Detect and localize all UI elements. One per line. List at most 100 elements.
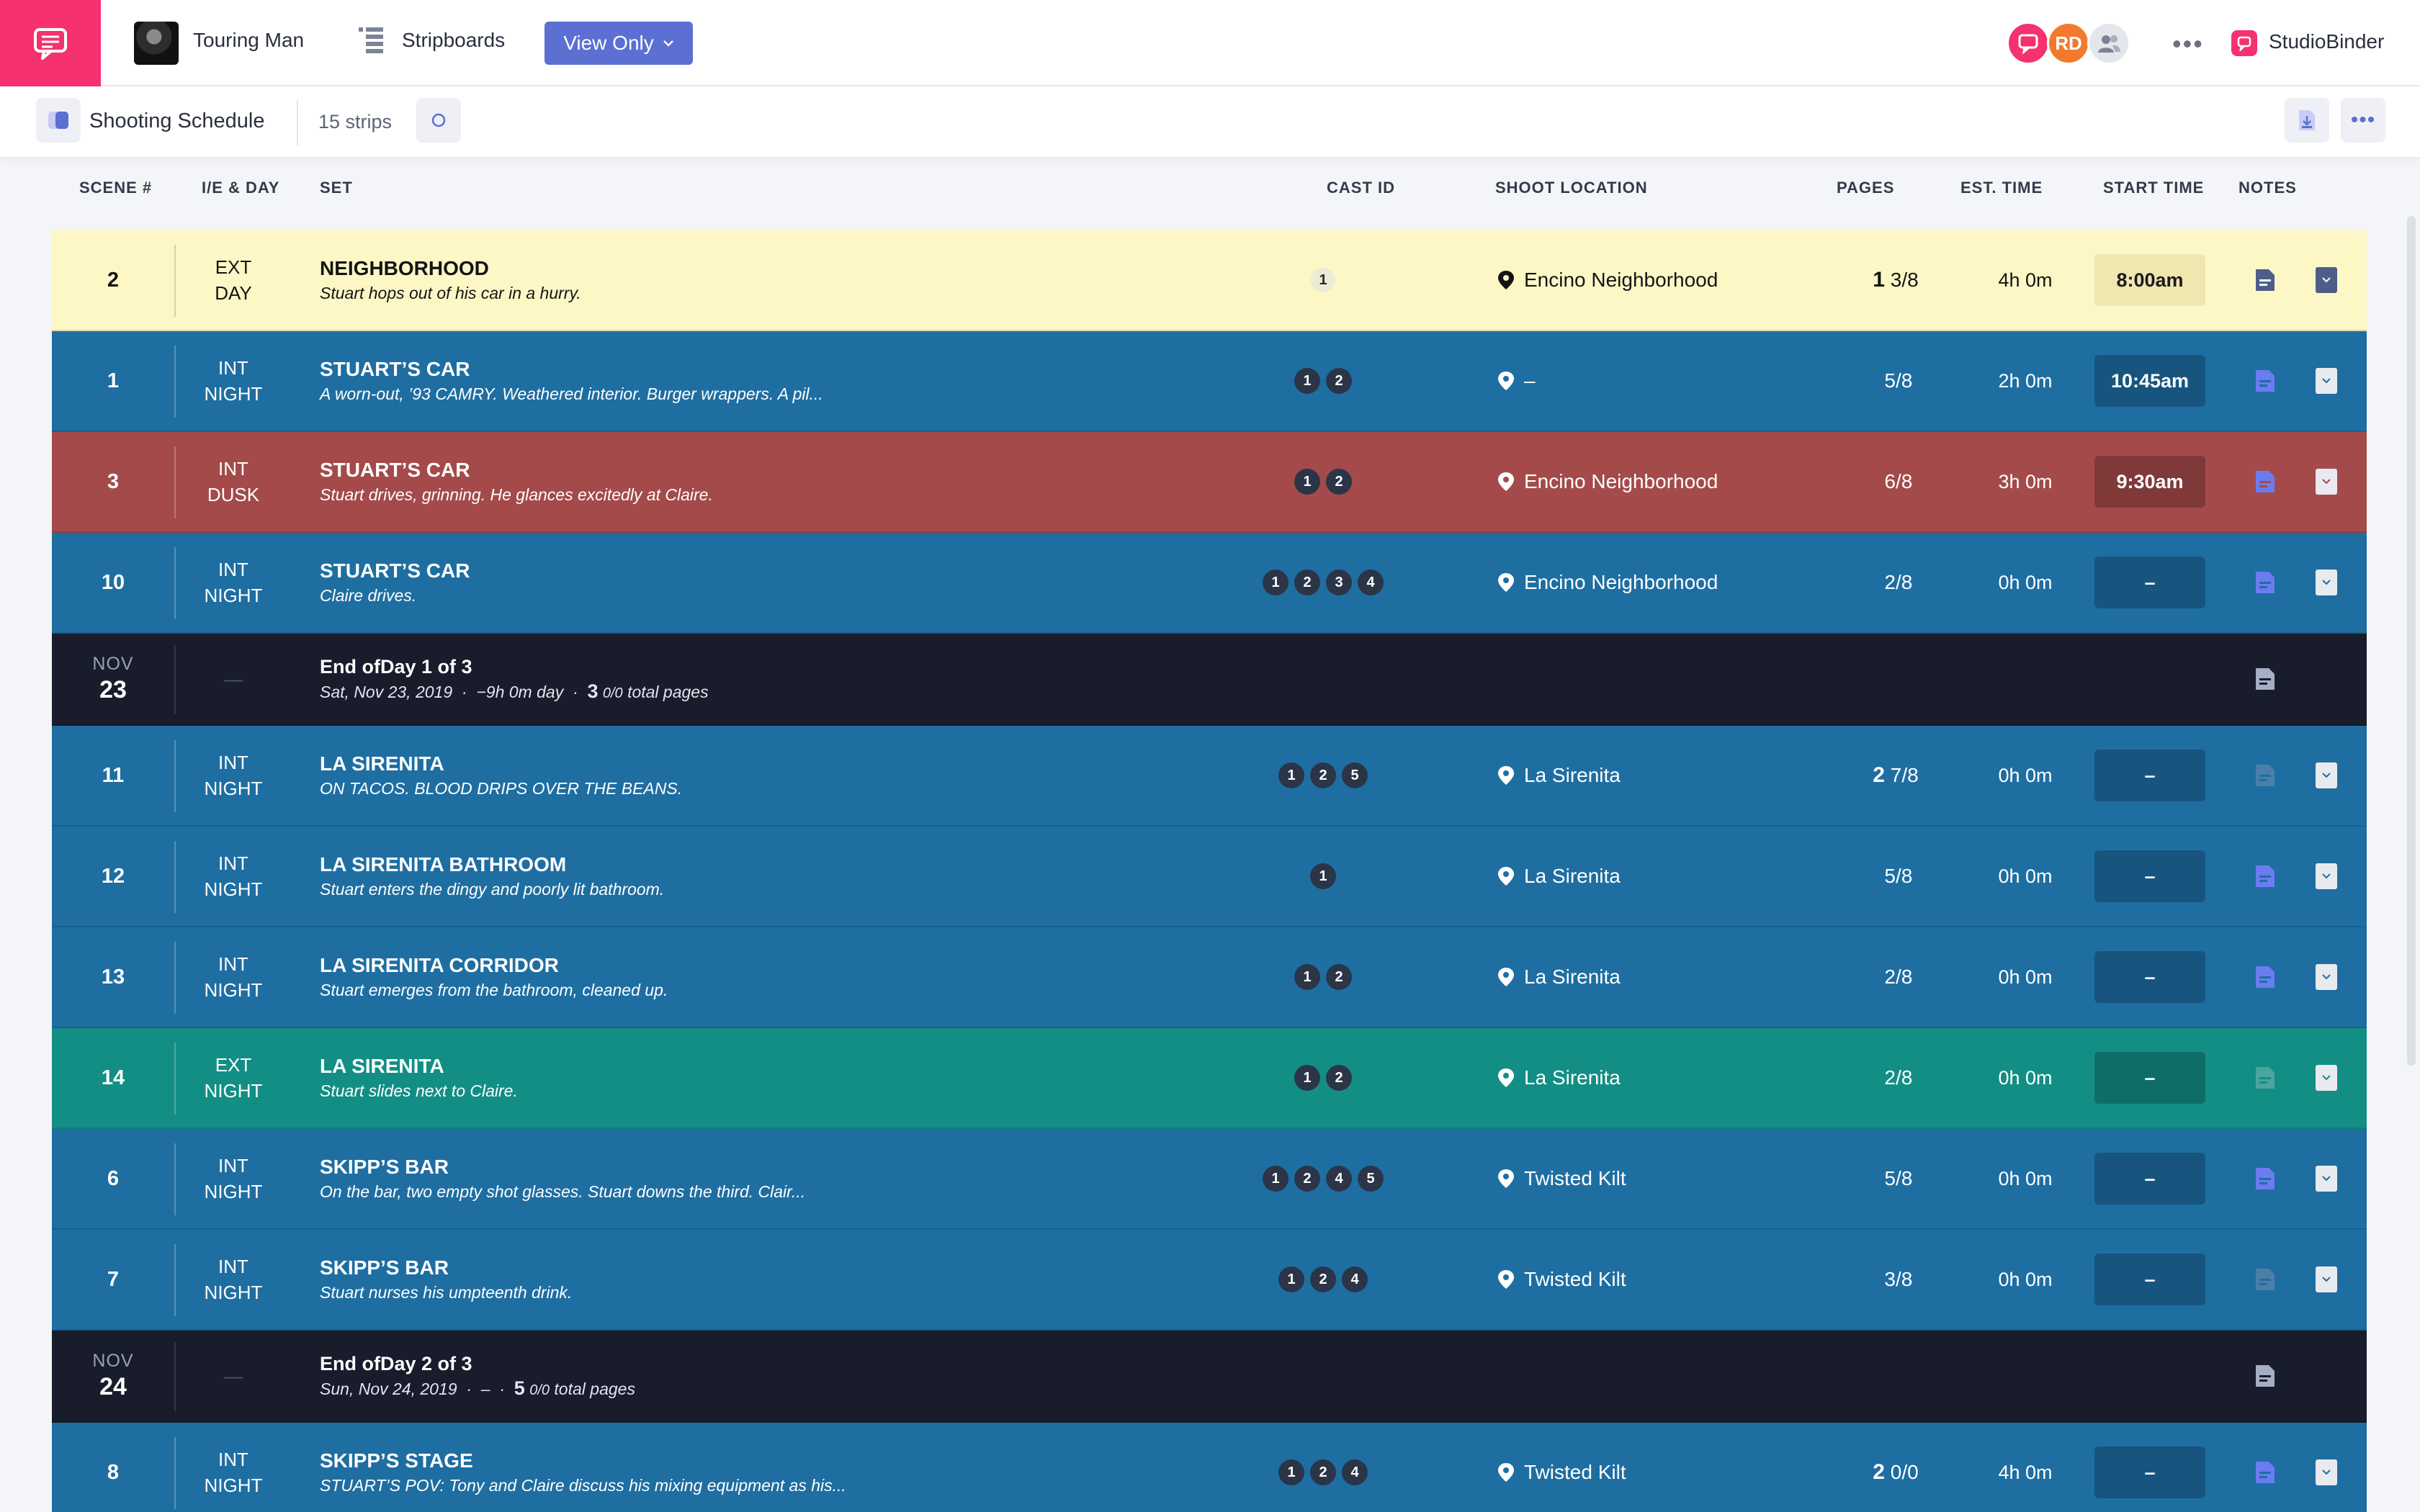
note-icon[interactable] xyxy=(2254,1066,2276,1090)
strip-menu-button[interactable] xyxy=(2316,469,2337,495)
strip-menu-button[interactable] xyxy=(2316,863,2337,889)
start-time[interactable]: – xyxy=(2094,951,2205,1003)
strip-menu-button[interactable] xyxy=(2316,1459,2337,1485)
note-icon[interactable] xyxy=(2254,1267,2276,1292)
cast-badge[interactable]: 2 xyxy=(1294,1166,1320,1192)
cast-badge[interactable]: 1 xyxy=(1294,1065,1320,1091)
strip-row[interactable]: 12 INT NIGHT LA SIRENITA BATHROOM Stuart e… xyxy=(52,827,2367,927)
strip-menu-button[interactable] xyxy=(2316,1166,2337,1192)
start-time[interactable]: 9:30am xyxy=(2094,456,2205,508)
project-name[interactable]: Touring Man xyxy=(193,29,305,51)
avatar-chat[interactable] xyxy=(2007,22,2050,65)
start-time[interactable]: – xyxy=(2094,1446,2205,1498)
cast-badge[interactable]: 1 xyxy=(1278,1266,1304,1292)
cast-badge[interactable]: 2 xyxy=(1326,1065,1352,1091)
strip-row[interactable]: 2 EXT DAY NEIGHBORHOOD Stuart hops out of … xyxy=(52,230,2367,331)
start-time[interactable]: – xyxy=(2094,1153,2205,1205)
export-pdf-button[interactable] xyxy=(2285,98,2329,143)
avatar-rd[interactable]: RD xyxy=(2047,22,2090,65)
start-time[interactable]: 10:45am xyxy=(2094,355,2205,407)
vertical-scrollbar[interactable] xyxy=(2407,216,2416,1066)
cast-badge[interactable]: 2 xyxy=(1310,762,1336,788)
schedule-more-button[interactable]: ••• xyxy=(2341,98,2385,143)
view-mode-dropdown[interactable]: View Only xyxy=(544,22,693,65)
cast-badge[interactable]: 1 xyxy=(1294,469,1320,495)
note-icon[interactable] xyxy=(2254,864,2276,888)
note-icon[interactable] xyxy=(2254,667,2276,691)
strip-menu-button[interactable] xyxy=(2316,964,2337,990)
note-icon[interactable] xyxy=(2254,369,2276,393)
strip-row[interactable]: 6 INT NIGHT SKIPP’S BAR On the bar, two em… xyxy=(52,1129,2367,1230)
note-icon[interactable] xyxy=(2254,469,2276,494)
strip-row[interactable]: 11 INT NIGHT LA SIRENITA ON TACOS. BLOOD D… xyxy=(52,726,2367,827)
cast-badge[interactable]: 2 xyxy=(1326,469,1352,495)
cast-badge[interactable]: 5 xyxy=(1342,762,1368,788)
col-header-est-time[interactable]: EST. TIME xyxy=(1960,179,2043,197)
cast-badge[interactable]: 1 xyxy=(1310,863,1336,889)
strip-row[interactable]: 3 INT DUSK STUART’S CAR Stuart drives, gri… xyxy=(52,432,2367,533)
cast-badge[interactable]: 2 xyxy=(1310,1459,1336,1485)
strip-row[interactable]: 8 INT NIGHT SKIPP’S STAGE STUART’S POV: To… xyxy=(52,1423,2367,1512)
cast-badge[interactable]: 4 xyxy=(1358,570,1384,595)
note-icon[interactable] xyxy=(2254,268,2276,292)
col-header-notes[interactable]: NOTES xyxy=(2238,179,2297,197)
toggle-sidebar-button[interactable] xyxy=(36,98,81,143)
col-header-start-time[interactable]: START TIME xyxy=(2103,179,2205,197)
strip-row[interactable]: 10 INT NIGHT STUART’S CAR Claire drives. 1… xyxy=(52,533,2367,634)
cast-badge[interactable]: 1 xyxy=(1294,368,1320,394)
strip-menu-button[interactable] xyxy=(2316,1065,2337,1091)
cast-badge[interactable]: 1 xyxy=(1278,762,1304,788)
cast-badge[interactable]: 4 xyxy=(1342,1266,1368,1292)
end-of-day-banner[interactable]: NOV 24 — End ofDay 2 of 3 Sun, Nov 24, 20… xyxy=(52,1331,2367,1423)
col-header-ie-day[interactable]: I/E & DAY xyxy=(202,179,280,197)
end-of-day-banner[interactable]: NOV 23 — End ofDay 1 of 3 Sat, Nov 23, 20… xyxy=(52,634,2367,726)
start-time[interactable]: – xyxy=(2094,557,2205,608)
start-time[interactable]: – xyxy=(2094,1254,2205,1305)
col-header-scene[interactable]: SCENE # xyxy=(79,179,153,197)
cast-badge[interactable]: 2 xyxy=(1310,1266,1336,1292)
col-header-pages[interactable]: PAGES xyxy=(1837,179,1895,197)
avatar-team[interactable] xyxy=(2087,22,2130,65)
start-time[interactable]: – xyxy=(2094,850,2205,902)
col-header-cast-id[interactable]: CAST ID xyxy=(1327,179,1395,197)
col-header-set[interactable]: SET xyxy=(320,179,353,197)
filter-button[interactable] xyxy=(416,98,461,143)
note-icon[interactable] xyxy=(2254,570,2276,595)
studiobinder-home-icon[interactable] xyxy=(0,0,101,86)
note-icon[interactable] xyxy=(2254,1166,2276,1191)
start-time[interactable]: 8:00am xyxy=(2094,254,2205,306)
strip-menu-button[interactable] xyxy=(2316,1266,2337,1292)
cast-badge[interactable]: 4 xyxy=(1326,1166,1352,1192)
cast-badge[interactable]: 1 xyxy=(1294,964,1320,990)
start-time[interactable]: – xyxy=(2094,1052,2205,1104)
strip-menu-button[interactable] xyxy=(2316,368,2337,394)
strip-row[interactable]: 1 INT NIGHT STUART’S CAR A worn-out, ’93 C… xyxy=(52,331,2367,432)
note-icon[interactable] xyxy=(2254,1460,2276,1485)
cast-badge[interactable]: 2 xyxy=(1294,570,1320,595)
col-header-location[interactable]: SHOOT LOCATION xyxy=(1495,179,1648,197)
cast-badge[interactable]: 1 xyxy=(1263,570,1289,595)
more-options-button[interactable]: ••• xyxy=(2172,29,2204,58)
cast-badge[interactable]: 1 xyxy=(1278,1459,1304,1485)
project-thumbnail[interactable] xyxy=(134,22,179,65)
note-icon[interactable] xyxy=(2254,965,2276,989)
caret-down-icon xyxy=(2322,1075,2331,1081)
strip-menu-button[interactable] xyxy=(2316,762,2337,788)
note-icon[interactable] xyxy=(2254,763,2276,788)
strip-row[interactable]: 14 EXT NIGHT LA SIRENITA Stuart slides nex… xyxy=(52,1028,2367,1129)
strip-menu-button[interactable] xyxy=(2316,267,2337,293)
cast-badge[interactable]: 2 xyxy=(1326,368,1352,394)
cast-badge[interactable]: 2 xyxy=(1326,964,1352,990)
strip-row[interactable]: 7 INT NIGHT SKIPP’S BAR Stuart nurses his … xyxy=(52,1230,2367,1331)
stripboards-link[interactable]: Stripboards xyxy=(402,29,506,51)
strip-row[interactable]: 13 INT NIGHT LA SIRENITA CORRIDOR Stuart e… xyxy=(52,927,2367,1028)
cast-badge[interactable]: 5 xyxy=(1358,1166,1384,1192)
cast-badge[interactable]: 4 xyxy=(1342,1459,1368,1485)
cast-badge[interactable]: 3 xyxy=(1326,570,1352,595)
note-icon[interactable] xyxy=(2254,1364,2276,1388)
start-time[interactable]: – xyxy=(2094,750,2205,801)
brand-name[interactable]: StudioBinder xyxy=(2269,30,2385,53)
strip-menu-button[interactable] xyxy=(2316,570,2337,595)
cast-badge[interactable]: 1 xyxy=(1311,268,1335,292)
cast-badge[interactable]: 1 xyxy=(1263,1166,1289,1192)
